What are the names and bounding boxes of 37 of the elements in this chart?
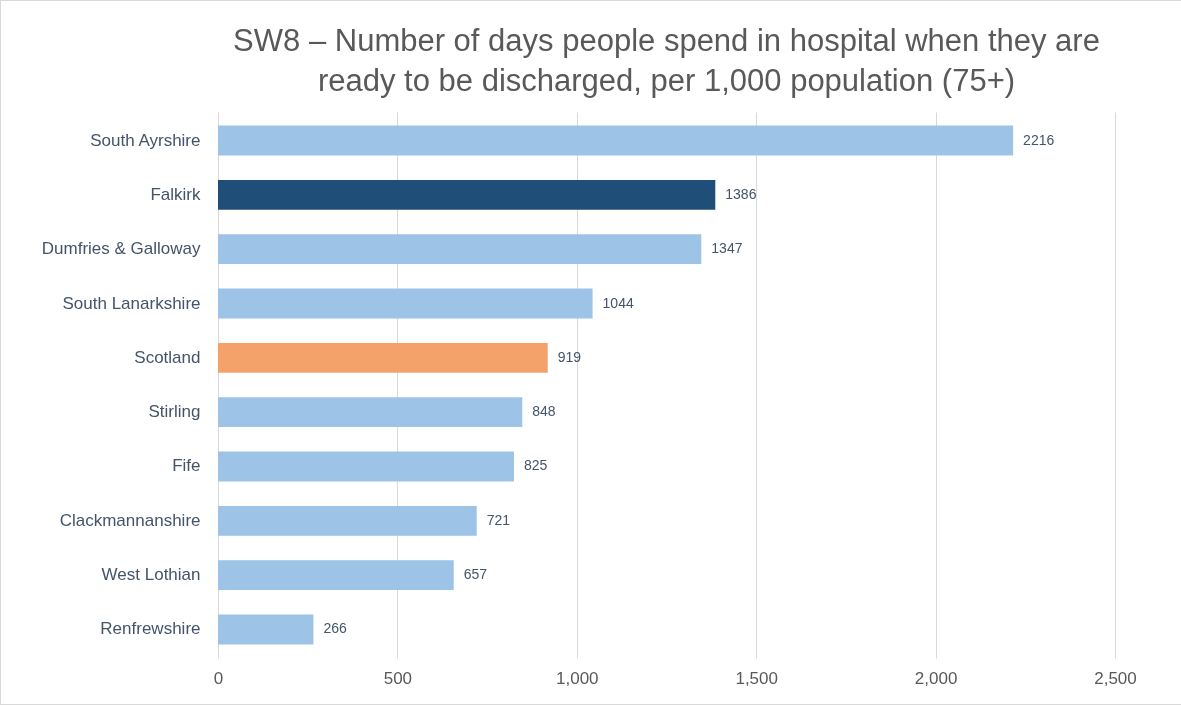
y-tick-label: South Lanarkshire (62, 293, 201, 313)
x-tick-label: 2,000 (914, 668, 958, 688)
chart-title: SW8 – Number of days people spend in hospital when they are ready to be discharged, per 1,000 population (75+) (233, 23, 1100, 98)
bar (218, 179, 716, 210)
y-tick-label: South Ayrshire (90, 130, 201, 150)
bar (218, 614, 314, 645)
bar (218, 505, 477, 536)
bar (218, 560, 454, 591)
bar (218, 397, 523, 428)
data-label: 825 (524, 457, 548, 474)
data-label: 1386 (725, 185, 757, 202)
data-label: 657 (463, 566, 488, 583)
bar (218, 451, 515, 482)
x-tick-label: 1,000 (556, 668, 599, 688)
data-label: 919 (557, 348, 582, 365)
data-label: 848 (532, 403, 556, 420)
y-tick-label: Dumfries & Galloway (41, 239, 201, 259)
y-tick-label: Scotland (134, 347, 201, 367)
data-label: 1044 (602, 294, 634, 311)
bar (218, 342, 548, 373)
bar (218, 288, 593, 319)
data-label: 266 (323, 620, 348, 637)
data-label: 721 (486, 511, 511, 528)
x-tick-label: 1,500 (735, 668, 778, 688)
y-tick-label: Fife (172, 456, 201, 476)
data-label: 2216 (1023, 131, 1055, 148)
x-tick-label: 500 (383, 668, 413, 688)
data-label: 1347 (711, 240, 743, 257)
y-tick-label: Clackmannanshire (59, 510, 201, 530)
y-tick-label: Renfrewshire (100, 619, 201, 639)
bar (218, 125, 1014, 156)
y-tick-label: Falkirk (150, 184, 201, 204)
y-tick-label: Stirling (148, 402, 201, 422)
x-tick-label: 0 (213, 668, 224, 688)
x-tick-label: 2,500 (1094, 668, 1137, 688)
y-tick-label: West Lothian (101, 565, 201, 585)
bar (218, 234, 702, 265)
